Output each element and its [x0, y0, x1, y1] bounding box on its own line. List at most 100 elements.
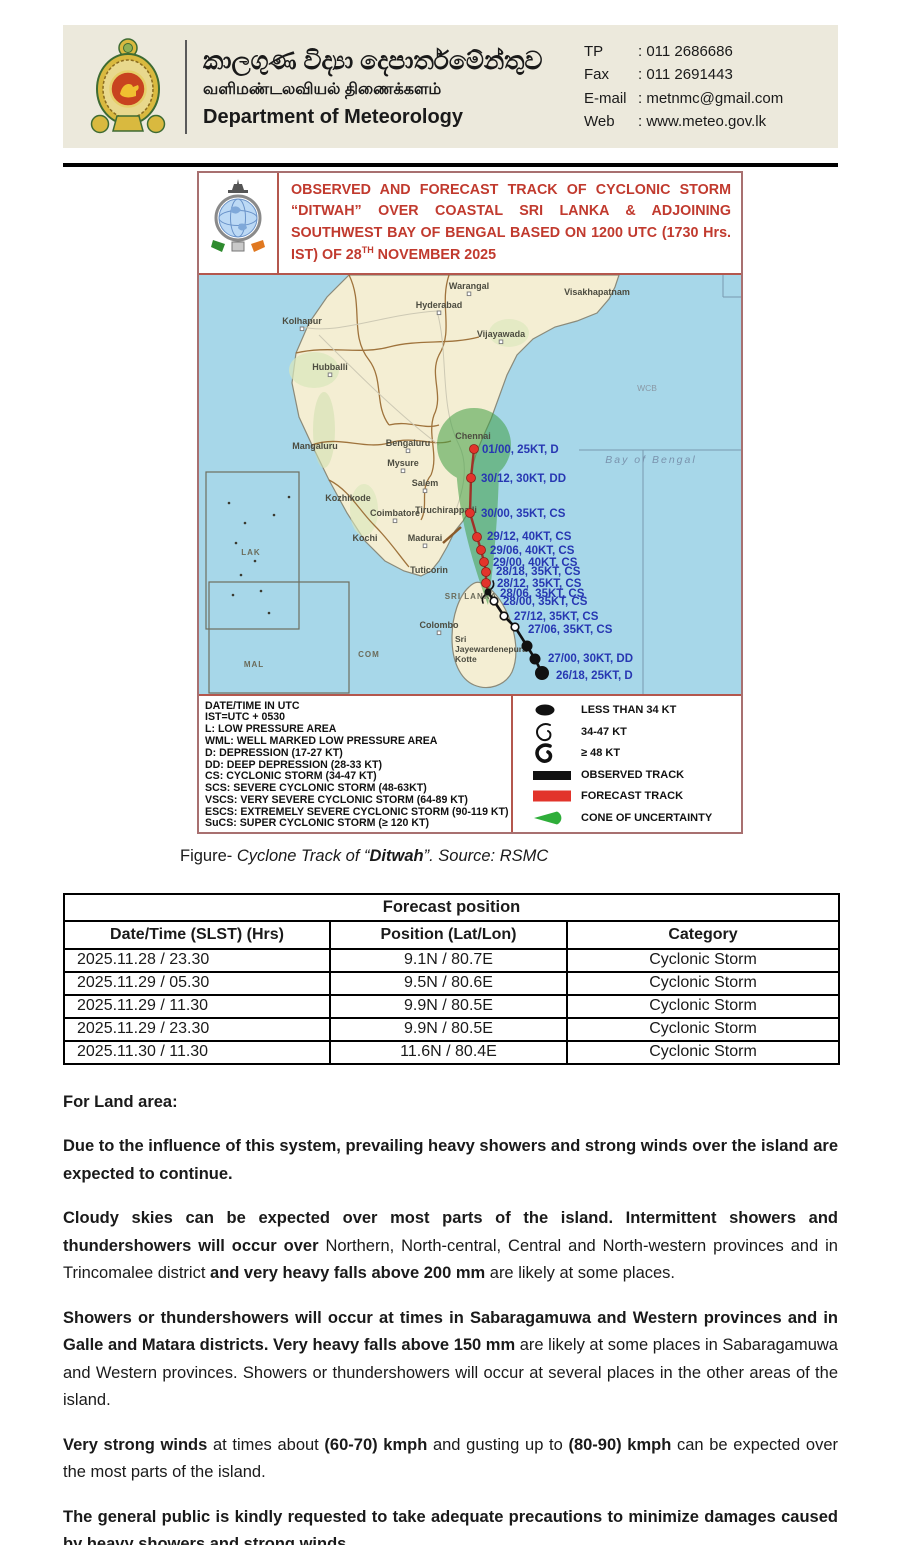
cone-of-uncertainty [437, 407, 512, 605]
legend-definition-line: WML: WELL MARKED LOW PRESSURE AREA [205, 734, 438, 747]
table-cell: 2025.11.30 / 11.30 [63, 1039, 331, 1065]
city-label: Kochi [352, 533, 377, 543]
legend-definition-line: D: DEPRESSION (17-27 KT) [205, 746, 343, 759]
table-row: 2025.11.30 / 11.30 11.6N / 80.4E Cyclonic … [63, 1039, 840, 1065]
body-paragraph: Showers or thundershowers will occur at … [63, 1308, 838, 1410]
city-label: Hyderabad [416, 300, 463, 310]
warning-text: For Land area: Due to the influence of th… [63, 1089, 838, 1545]
contact-row: TP: 011 2686686 [584, 43, 733, 60]
city-label: Madurai [408, 533, 443, 543]
region-label: SRI LANKA [445, 592, 498, 601]
region-label: MAL [244, 660, 264, 669]
city-label: Coimbatore [370, 508, 420, 518]
dot-filled-icon [529, 701, 581, 719]
contact-row: Fax: 011 2691443 [584, 66, 733, 84]
track-point-label: 27/00, 30KT, DD [548, 653, 633, 665]
cyclone-thin-icon [529, 721, 581, 743]
city-label: Chennai [455, 431, 491, 441]
region-label: LAK [241, 548, 260, 557]
department-title-sinhala: කාලගුණ විද්‍යා දෙපාර්තමේන්තුව [203, 47, 543, 75]
track-point-label: 30/12, 30KT, DD [481, 473, 566, 485]
city-label: Visakhapatnam [564, 287, 630, 297]
legend-definitions: DATE/TIME IN UTC IST=UTC + 0530 L: LOW PRE… [199, 695, 513, 832]
letterhead: කාලගුණ විද්‍යා දෙපාර්තමේන්තුව வளிமண்டலவி… [63, 25, 838, 148]
body-paragraph: For Land area: [63, 1092, 178, 1111]
legend-definition-line: L: LOW PRESSURE AREA [205, 723, 337, 736]
city-label: Kozhikode [325, 493, 371, 503]
track-point-label: 27/06, 35KT, CS [528, 624, 613, 636]
table-cell: 11.6N / 80.4E [329, 1039, 568, 1065]
legend-item-cone-green: CONE OF UNCERTAINTY [513, 807, 741, 829]
legend-item-bar-black: OBSERVED TRACK [513, 764, 741, 786]
city-label: Mangaluru [292, 441, 338, 451]
table-column-header: Category [566, 919, 840, 950]
legend-definition-line: IST=UTC + 0530 [205, 711, 286, 724]
track-point-label: 28/00, 35KT, CS [503, 596, 588, 608]
city-label: Mysure [387, 458, 419, 468]
table-cell: 9.9N / 80.5E [329, 993, 568, 1019]
contact-row: Web: www.meteo.gov.lk [584, 112, 767, 130]
table-row: 2025.11.28 / 23.30 9.1N / 80.7E Cyclonic S… [63, 947, 840, 973]
region-label: COM [358, 650, 380, 659]
capital-label: Kotte [455, 654, 477, 664]
body-paragraph: Due to the influence of this system, pre… [63, 1137, 838, 1183]
table-cell: 9.1N / 80.7E [329, 947, 568, 973]
map-legend: DATE/TIME IN UTC IST=UTC + 0530 L: LOW PRE… [199, 693, 741, 832]
city-label: Vijayawada [477, 329, 526, 339]
legend-definition-line: DATE/TIME IN UTC [205, 699, 300, 712]
imd-logo-icon [199, 173, 279, 273]
table-cell: 2025.11.29 / 05.30 [63, 970, 331, 996]
legend-item-dot-filled: LESS THAN 34 KT [513, 700, 741, 722]
table-row: 2025.11.29 / 23.30 9.9N / 80.5E Cyclonic S… [63, 1016, 840, 1042]
track-point-label: 29/06, 40KT, CS [490, 545, 575, 557]
table-column-header: Date/Time (SLST) (Hrs) [63, 919, 331, 950]
legend-item-cyclone-thin: 34-47 KT [513, 721, 741, 743]
city-label: Kolhapur [282, 316, 322, 326]
table-cell: 2025.11.28 / 23.30 [63, 947, 331, 973]
track-point-label: 28/18, 35KT, CS [496, 566, 581, 578]
city-label: Hubballi [312, 362, 348, 372]
table-cell: Cyclonic Storm [566, 970, 840, 996]
legend-item-cyclone-bold: ≥ 48 KT [513, 743, 741, 765]
contact-row: E-mail: metnmc@gmail.com [584, 89, 784, 107]
figure-caption: Figure- Cyclone Track of “Ditwah”. Sourc… [180, 846, 549, 865]
legend-definition-line: DD: DEEP DEPRESSION (28-33 KT) [205, 758, 382, 771]
sri-lanka-emblem-icon [85, 36, 171, 138]
table-cell: 9.9N / 80.5E [329, 1016, 568, 1042]
table-column-header: Position (Lat/Lon) [329, 919, 568, 950]
track-point-label: 30/00, 35KT, CS [481, 508, 566, 520]
city-label: Tiruchirappalli [415, 505, 477, 515]
table-cell: Cyclonic Storm [566, 947, 840, 973]
bar-red-icon [529, 788, 581, 804]
table-cell: Cyclonic Storm [566, 993, 840, 1019]
legend-definition-line: ESCS: EXTREMELY SEVERE CYCLONIC STORM (9… [205, 805, 509, 818]
table-row: 2025.11.29 / 11.30 9.9N / 80.5E Cyclonic S… [63, 993, 840, 1019]
table-cell: 9.5N / 80.6E [329, 970, 568, 996]
track-point-label: 26/18, 25KT, D [556, 670, 633, 682]
legend-item-bar-red: FORECAST TRACK [513, 786, 741, 808]
legend-definition-line: VSCS: VERY SEVERE CYCLONIC STORM (64-89 … [205, 793, 468, 806]
table-cell: Cyclonic Storm [566, 1016, 840, 1042]
department-title-english: Department of Meteorology [203, 106, 464, 128]
table-cell: 2025.11.29 / 11.30 [63, 993, 331, 1019]
city-label: Warangal [449, 281, 489, 291]
sea-label: Bay of Bengal [605, 454, 696, 466]
sea-label: WCB [637, 383, 657, 393]
cyclone-track-figure: OBSERVED AND FORECAST TRACK OF CYCLONIC … [197, 171, 743, 834]
table-cell: 2025.11.29 / 23.30 [63, 1016, 331, 1042]
city-label: Colombo [420, 620, 459, 630]
storm-name: Ditwah [369, 846, 424, 865]
city-label: Tuticorin [410, 565, 448, 575]
table-title: Forecast position [63, 892, 840, 922]
table-cell: Cyclonic Storm [566, 1039, 840, 1065]
cyclone-bold-icon [529, 742, 581, 764]
header-rule [63, 163, 838, 167]
bar-black-icon [529, 768, 581, 782]
header-divider [185, 39, 187, 134]
body-paragraph: Very strong winds at times about (60-70)… [63, 1435, 838, 1482]
cone-green-icon [529, 809, 581, 827]
legend-symbols: LESS THAN 34 KT 34-47 KT ≥ 48 KT OBSERVED T… [513, 696, 741, 832]
forecast-position-table: Forecast position Date/Time (SLST) (Hrs) P… [63, 892, 840, 1065]
track-point-label: 01/00, 25KT, D [482, 444, 559, 456]
